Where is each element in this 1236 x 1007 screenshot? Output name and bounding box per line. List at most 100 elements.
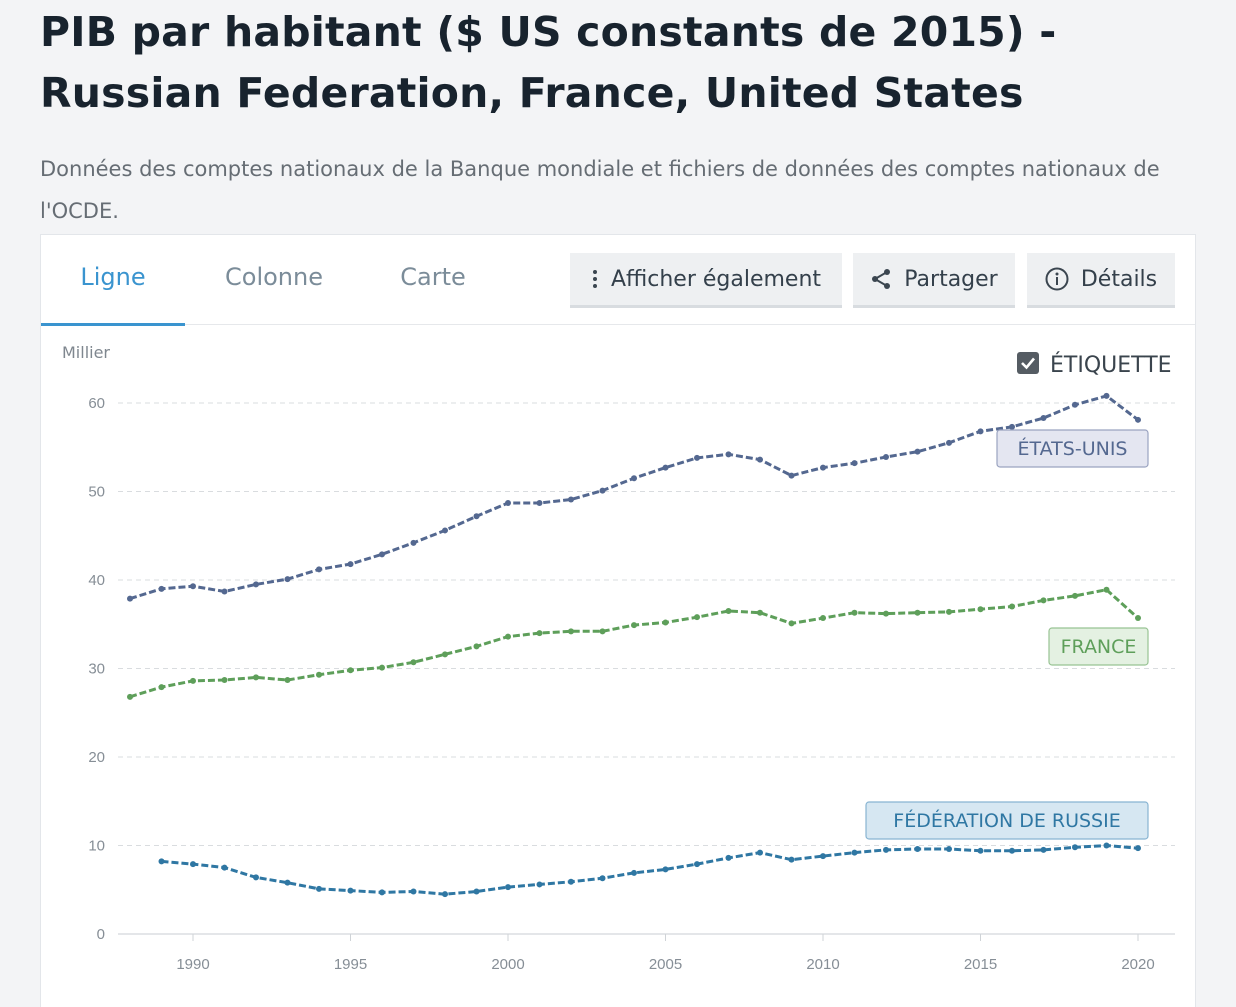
data-point-united_states (1072, 401, 1078, 408)
data-point-russia (568, 878, 574, 885)
data-point-united_states (316, 566, 322, 573)
data-point-russia (694, 861, 700, 868)
vertical-ellipsis-icon (591, 269, 599, 289)
y-tick-label: 0 (97, 926, 105, 943)
data-point-france (820, 615, 826, 622)
data-point-france (1135, 615, 1141, 622)
data-point-russia (914, 846, 921, 853)
series-label-france: FRANCE (1048, 627, 1149, 666)
data-point-united_states (379, 551, 385, 558)
data-point-russia (1072, 844, 1078, 851)
series-line-france (129, 588, 1140, 699)
data-point-russia (410, 888, 417, 895)
data-point-russia (347, 887, 354, 894)
data-point-france (725, 607, 732, 614)
info-icon (1045, 267, 1069, 291)
data-point-russia (1103, 842, 1110, 849)
view-tabs: Ligne Colonne Carte Afficher également P… (41, 235, 1195, 326)
series-line-russia (161, 844, 1139, 896)
y-tick-label: 30 (88, 661, 105, 678)
x-tick-label: 2020 (1121, 956, 1154, 973)
label-checkbox[interactable] (1017, 352, 1039, 374)
data-point-united_states (253, 581, 259, 588)
data-point-united_states (725, 451, 732, 458)
data-point-france (1009, 603, 1015, 610)
data-point-united_states (505, 500, 511, 507)
data-point-united_states (883, 453, 889, 460)
data-point-russia (253, 874, 259, 881)
data-point-united_states (946, 439, 952, 446)
data-point-france (946, 608, 952, 615)
x-tick-label: 2015 (964, 956, 997, 973)
data-point-france (599, 628, 606, 635)
details-button[interactable]: Détails (1027, 253, 1175, 308)
data-point-france (190, 677, 196, 684)
data-point-russia (820, 853, 826, 860)
data-point-russia (379, 889, 385, 896)
y-tick-label: 60 (88, 395, 105, 412)
series-label-box (1048, 627, 1149, 666)
active-tab-indicator (41, 323, 185, 326)
x-tick-label: 1990 (176, 956, 209, 973)
series-labels: ÉTATS-UNIS FRANCE FÉDÉRATION DE RUSSIE (865, 429, 1149, 840)
data-point-russia (883, 846, 889, 853)
data-point-russia (662, 866, 669, 873)
data-point-united_states (757, 456, 763, 463)
data-point-united_states (1009, 423, 1015, 430)
data-point-united_states (820, 464, 826, 471)
y-tick-label: 10 (88, 838, 105, 855)
data-point-russia (946, 846, 952, 853)
data-point-russia (599, 875, 606, 882)
data-point-united_states (977, 428, 984, 435)
share-button[interactable]: Partager (853, 253, 1015, 308)
data-point-russia (977, 847, 984, 854)
tab-column-label: Colonne (225, 263, 323, 291)
grid-layer (118, 402, 1175, 935)
series-label-box (865, 801, 1149, 840)
tab-line[interactable]: Ligne (41, 235, 185, 326)
y-tick-label: 40 (88, 572, 105, 589)
data-point-russia (473, 888, 480, 895)
data-point-france (253, 674, 259, 681)
data-point-france (536, 630, 543, 637)
data-point-russia (1040, 846, 1047, 853)
data-point-russia (631, 869, 637, 876)
data-point-france (631, 622, 637, 629)
y-tick-label: 20 (88, 749, 105, 766)
data-point-france (442, 651, 448, 658)
data-point-france (977, 606, 984, 613)
data-point-united_states (221, 588, 228, 595)
data-point-russia (1135, 845, 1141, 852)
label-toggle[interactable]: ÉTIQUETTE (1017, 352, 1172, 378)
data-point-united_states (662, 464, 669, 471)
data-point-united_states (190, 583, 196, 590)
series-label-russia: FÉDÉRATION DE RUSSIE (865, 801, 1149, 840)
page-subtitle: Données des comptes nationaux de la Banq… (40, 157, 1160, 223)
data-point-united_states (1103, 392, 1110, 399)
series-label-text: FRANCE (1061, 636, 1137, 658)
page-title: PIB par habitant ($ US constants de 2015… (40, 8, 1057, 117)
share-label: Partager (904, 266, 998, 292)
data-point-united_states (127, 595, 133, 602)
data-point-russia (757, 849, 763, 856)
data-point-united_states (631, 475, 637, 482)
data-point-france (568, 628, 574, 635)
data-point-france (1040, 597, 1047, 604)
series-label-box (996, 429, 1149, 468)
data-point-france (851, 609, 858, 616)
data-point-russia (851, 849, 858, 856)
y-tick-label: 50 (88, 484, 105, 501)
show-also-label: Afficher également (610, 266, 822, 292)
data-point-france (347, 667, 354, 674)
data-point-russia (284, 879, 291, 886)
show-also-button[interactable]: Afficher également (570, 253, 842, 308)
chart-card: Ligne Colonne Carte Afficher également P… (40, 234, 1196, 1007)
data-point-russia (505, 884, 511, 891)
x-tick-label: 1995 (334, 956, 367, 973)
data-point-france (757, 609, 763, 616)
data-point-france (316, 671, 322, 678)
tab-column[interactable]: Colonne (199, 235, 349, 325)
data-point-france (662, 619, 669, 626)
series-label-text: FÉDÉRATION DE RUSSIE (893, 809, 1120, 832)
tab-map[interactable]: Carte (371, 235, 495, 325)
